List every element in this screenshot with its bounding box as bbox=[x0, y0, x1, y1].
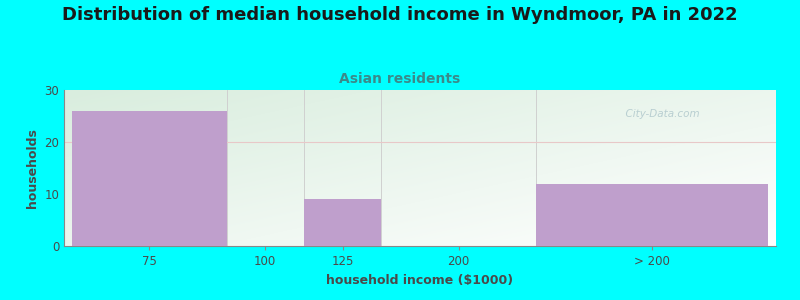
Text: Asian residents: Asian residents bbox=[339, 72, 461, 86]
Bar bbox=[536, 184, 768, 246]
Bar bbox=[304, 199, 382, 246]
X-axis label: household income ($1000): household income ($1000) bbox=[326, 274, 514, 286]
Text: City-Data.com: City-Data.com bbox=[619, 109, 700, 119]
Text: Distribution of median household income in Wyndmoor, PA in 2022: Distribution of median household income … bbox=[62, 6, 738, 24]
Y-axis label: households: households bbox=[26, 128, 38, 208]
Bar bbox=[72, 111, 226, 246]
